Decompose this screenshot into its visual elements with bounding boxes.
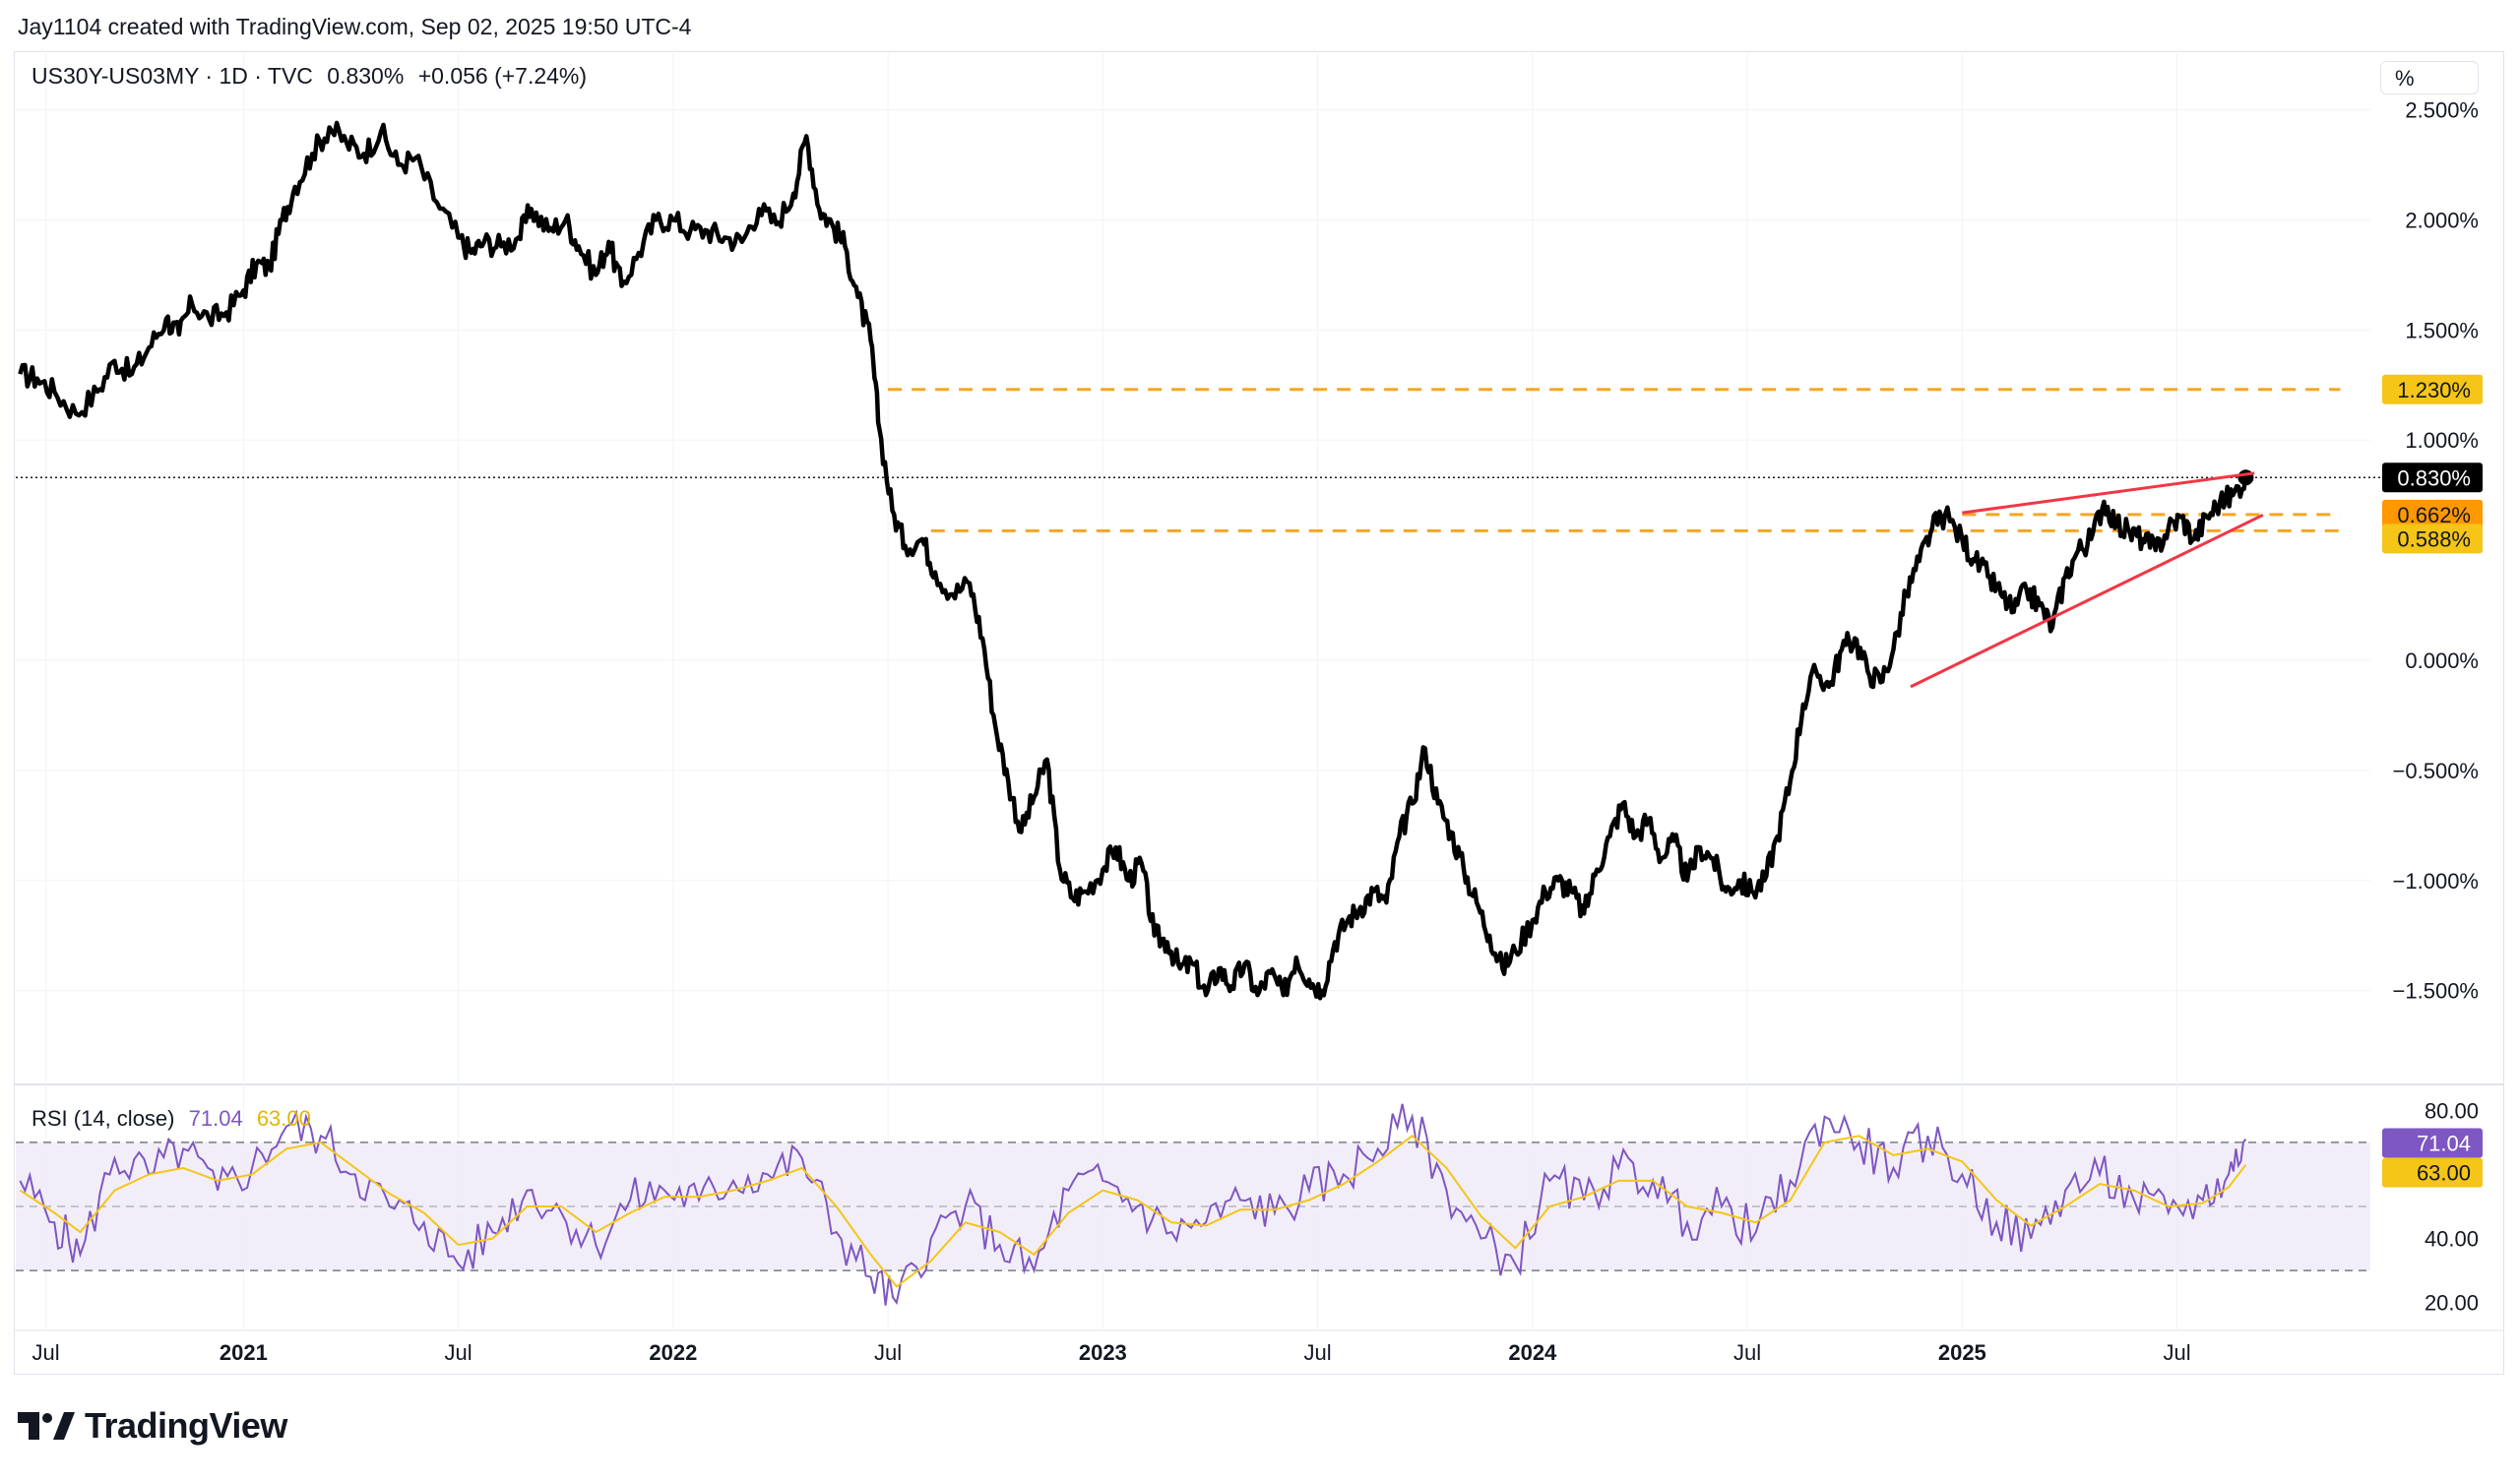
x-tick-label: Jul [1733, 1340, 1761, 1365]
time-axis[interactable]: Jul 2021 Jul 2022 Jul 2023 Jul 2024 Jul 2025 Jul [32, 1340, 2190, 1365]
rsi-ma-line[interactable] [19, 1134, 2247, 1288]
tag-0662-bg [2382, 499, 2483, 529]
x-tick-label: 2024 [1508, 1340, 1557, 1365]
tag-0662: 0.662% [2397, 503, 2471, 527]
tag-last-price: 0.830% [2397, 465, 2471, 490]
tradingview-mark-icon [18, 1412, 75, 1440]
last-price-dot [2237, 469, 2254, 486]
tag-rsi: 71.04 [2417, 1131, 2471, 1155]
tag-1230-bg [2382, 374, 2483, 404]
rsi-band [16, 1142, 2370, 1271]
chart-frame [14, 51, 2504, 1375]
price-series [18, 120, 2254, 1001]
rsi-tick-label: 80.00 [2425, 1098, 2479, 1123]
trendlines[interactable] [1910, 471, 2264, 689]
y-tick-label: 1.000% [2405, 428, 2479, 453]
y-tick-label: −0.500% [2393, 759, 2479, 783]
y-tick-label: −1.000% [2393, 869, 2479, 894]
x-tick-label: 2022 [649, 1340, 697, 1365]
y-tick-label: 2.500% [2405, 98, 2479, 123]
tradingview-logo[interactable]: TradingView [18, 1405, 287, 1447]
x-tick-label: 2025 [1938, 1340, 1986, 1365]
x-tick-label: Jul [874, 1340, 902, 1365]
rsi-tick-label: 20.00 [2425, 1291, 2479, 1316]
x-tick-label: 2023 [1079, 1340, 1127, 1365]
y-tick-label: −1.500% [2393, 979, 2479, 1004]
x-tick-label: Jul [1304, 1340, 1332, 1365]
axis-price-tags: 1.230% 0.830% 0.662%0.588% 71.04 63.00 [2382, 374, 2483, 1188]
rsi-value: 71.04 [188, 1106, 243, 1131]
tag-1230: 1.230% [2397, 378, 2471, 402]
rsi-tick-label: 40.00 [2425, 1227, 2479, 1252]
y-tick-label: 0.000% [2405, 648, 2479, 673]
upper-wedge-line[interactable] [1962, 471, 2255, 515]
y-tick-label: 1.500% [2405, 318, 2479, 342]
rsi-label[interactable]: RSI (14, close) [32, 1106, 175, 1131]
x-tick-label: 2021 [220, 1340, 268, 1365]
tag-last-price-bg [2382, 463, 2483, 493]
grid-lines [14, 51, 2504, 1331]
tag-rsi-ma: 63.00 [2417, 1161, 2471, 1186]
symbol-label[interactable]: US30Y-US03MY · 1D · TVC [32, 63, 313, 89]
rsi-line[interactable] [19, 1103, 2247, 1306]
rsi-legend[interactable]: RSI (14, close) 71.04 63.00 [32, 1106, 319, 1132]
lower-wedge-line[interactable] [1910, 513, 2264, 689]
percent-scale-button[interactable]: % [2380, 61, 2479, 94]
price-line[interactable] [18, 120, 2248, 1001]
tag-0588-bg [2382, 524, 2483, 554]
rsi-ma-value: 63.00 [256, 1106, 311, 1131]
price-axis[interactable]: 2.500% 2.000% 1.500% 1.000% 0.000% −0.500% −1.… [2393, 98, 2479, 1316]
x-tick-label: Jul [445, 1340, 472, 1365]
change-value: +0.056 (+7.24%) [417, 63, 588, 89]
x-tick-label: Jul [32, 1340, 59, 1365]
header-credit: Jay1104 created with TradingView.com, Se… [18, 14, 692, 39]
x-tick-label: Jul [2164, 1340, 2191, 1365]
tag-rsi-bg [2382, 1128, 2483, 1158]
tag-0588: 0.588% [2397, 526, 2471, 551]
rsi-series [19, 1103, 2247, 1306]
y-tick-label: 2.000% [2405, 208, 2479, 232]
symbol-legend[interactable]: US30Y-US03MY · 1D · TVC 0.830% +0.056 (+… [32, 63, 595, 90]
brand-wordmark: TradingView [85, 1405, 287, 1446]
last-value: 0.830% [327, 63, 405, 89]
level-lines [16, 388, 2429, 532]
tag-rsi-ma-bg [2382, 1157, 2483, 1188]
